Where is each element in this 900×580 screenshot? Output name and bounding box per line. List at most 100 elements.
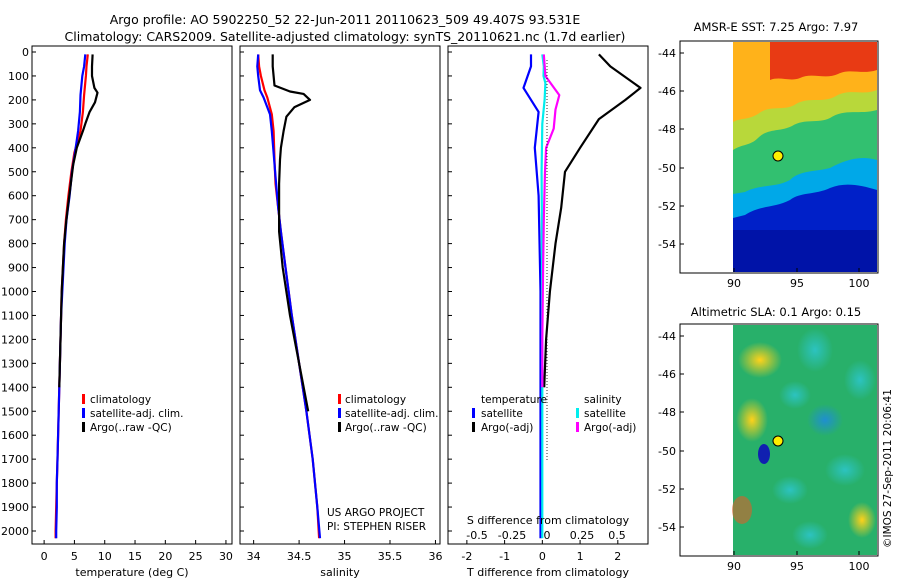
depth-tick-label: 0	[22, 46, 29, 59]
lat-tick-label: -48	[658, 406, 676, 419]
salinity-legend: climatology satellite-adj. clim. Argo(..…	[338, 394, 438, 434]
project-pi: PI: STEPHEN RISER	[327, 521, 426, 533]
lon-tick-label: 100	[849, 560, 870, 573]
depth-tick-label: 400	[8, 142, 29, 155]
legend-swatch-temp-argo	[472, 422, 475, 432]
lat-tick-label: -50	[658, 445, 676, 458]
lon-tick-label: 90	[727, 560, 741, 573]
depth-tick-label: 200	[8, 94, 29, 107]
depth-tick-label: 2000	[1, 525, 29, 538]
lon-tick-label: 95	[790, 560, 804, 573]
difference-panel-frame	[447, 45, 649, 545]
temperature-xlabel: temperature (deg C)	[75, 566, 188, 579]
depth-tick-label: 1000	[1, 286, 29, 299]
lat-tick-label: -44	[658, 330, 676, 343]
legend-temperature-title: temperature	[481, 394, 547, 406]
x-tick-label: 20	[158, 550, 172, 563]
lat-tick-label: -52	[658, 200, 676, 213]
lat-tick-label: -44	[658, 47, 676, 60]
sla-blob	[792, 521, 828, 549]
s-tick-label: -0.5	[466, 529, 487, 542]
figure-title-line1: Argo profile: AO 5902250_52 22-Jun-2011 …	[110, 12, 581, 27]
depth-tick-label: 1600	[1, 429, 29, 442]
depth-tick-label: 700	[8, 214, 29, 227]
x-tick-label: 30	[219, 550, 233, 563]
temperature-series	[54, 54, 99, 539]
series-line	[522, 54, 542, 539]
legend-label-satellite: satellite-adj. clim.	[90, 408, 183, 420]
series-line	[543, 53, 642, 388]
lon-tick-label: 100	[849, 277, 870, 290]
temperature-panel-frame	[31, 45, 233, 545]
lat-tick-label: -52	[658, 483, 676, 496]
depth-tick-label: 1800	[1, 477, 29, 490]
legend-label-sal-argo: Argo(-adj)	[584, 422, 636, 434]
lon-tick-label: 90	[727, 277, 741, 290]
depth-tick-label: 300	[8, 118, 29, 131]
lat-tick-label: -50	[658, 162, 676, 175]
legend-swatch-satellite	[82, 408, 85, 418]
legend-swatch-temp-satellite	[472, 408, 475, 418]
s-tick-label: -0.25	[498, 529, 526, 542]
depth-tick-label: 100	[8, 70, 29, 83]
sst-map-title: AMSR-E SST: 7.25 Argo: 7.97	[694, 20, 859, 34]
sla-map-axes: -44 -46 -48 -50 -52 -54 90 95 100	[658, 330, 869, 573]
sst-map-axes: -44 -46 -48 -50 -52 -54 90 95 100	[658, 47, 869, 290]
lat-tick-label: -46	[658, 368, 676, 381]
legend-label-climatology: climatology	[345, 394, 406, 406]
series-line	[58, 54, 99, 388]
s-tick-label: 0.5	[608, 529, 626, 542]
sst-float-marker	[772, 150, 784, 162]
project-name: US ARGO PROJECT	[327, 507, 425, 519]
legend-label-temp-satellite: satellite	[481, 408, 523, 420]
difference-legend: temperature salinity satellite Argo(-adj…	[472, 394, 636, 434]
sla-blob	[848, 502, 876, 538]
lat-tick-label: -48	[658, 123, 676, 136]
lat-tick-label: -46	[658, 85, 676, 98]
sla-blob	[736, 398, 768, 442]
depth-tick-label: 1300	[1, 357, 29, 370]
difference-x-axis: -2 -1 0 1 2 -0.5 -0.25 0 0.25 0.5	[461, 529, 625, 563]
depth-tick-label: 900	[8, 262, 29, 275]
difference-series	[522, 53, 642, 539]
sst-field-red	[770, 42, 877, 80]
sla-blob-low	[758, 444, 770, 464]
series-line	[541, 54, 561, 388]
legend-swatch-satellite	[338, 408, 341, 418]
depth-tick-label: 1400	[1, 381, 29, 394]
x-tick-label: 2	[614, 550, 621, 563]
imos-stamp: ©IMOS 27-Sep-2011 20:06:41	[882, 389, 894, 548]
x-tick-label: 35.5	[378, 550, 403, 563]
lat-tick-label: -54	[658, 521, 676, 534]
sla-map: -44 -46 -48 -50 -52 -54 90 95 100	[658, 323, 879, 573]
x-tick-label: 10	[98, 550, 112, 563]
temperature-x-axis: 0 5 10 15 20 25 30	[41, 540, 233, 563]
depth-axis: 0 100 200 300 400 500 600 700 800 900 1000 1100 1200…	[1, 46, 452, 538]
depth-tick-label: 800	[8, 238, 29, 251]
depth-tick-label: 1100	[1, 309, 29, 322]
depth-tick-label: 500	[8, 166, 29, 179]
depth-tick-label: 1700	[1, 453, 29, 466]
sla-float-marker	[772, 435, 784, 447]
sla-blob	[825, 454, 865, 486]
legend-label-sal-satellite: satellite	[584, 408, 626, 420]
x-tick-label: 0	[41, 550, 48, 563]
legend-label-temp-argo: Argo(-adj)	[481, 422, 533, 434]
x-tick-label: 25	[189, 550, 203, 563]
series-line	[271, 54, 312, 412]
legend-label-argo: Argo(..raw -QC)	[345, 422, 427, 434]
sla-blob	[797, 328, 833, 372]
figure-title-line2: Climatology: CARS2009. Satellite-adjuste…	[65, 29, 626, 44]
x-tick-label: 35	[338, 550, 352, 563]
s-tick-label: 0.25	[570, 529, 595, 542]
lat-tick-label: -54	[658, 238, 676, 251]
sst-field-deep-blue	[733, 230, 877, 272]
s-tick-label: 0	[544, 529, 551, 542]
legend-label-climatology: climatology	[90, 394, 151, 406]
x-tick-label: 34	[247, 550, 261, 563]
x-tick-label: -2	[461, 550, 472, 563]
s-difference-label: S difference from climatology	[467, 514, 630, 527]
sla-blob	[844, 360, 876, 400]
x-tick-label: 0	[539, 550, 546, 563]
